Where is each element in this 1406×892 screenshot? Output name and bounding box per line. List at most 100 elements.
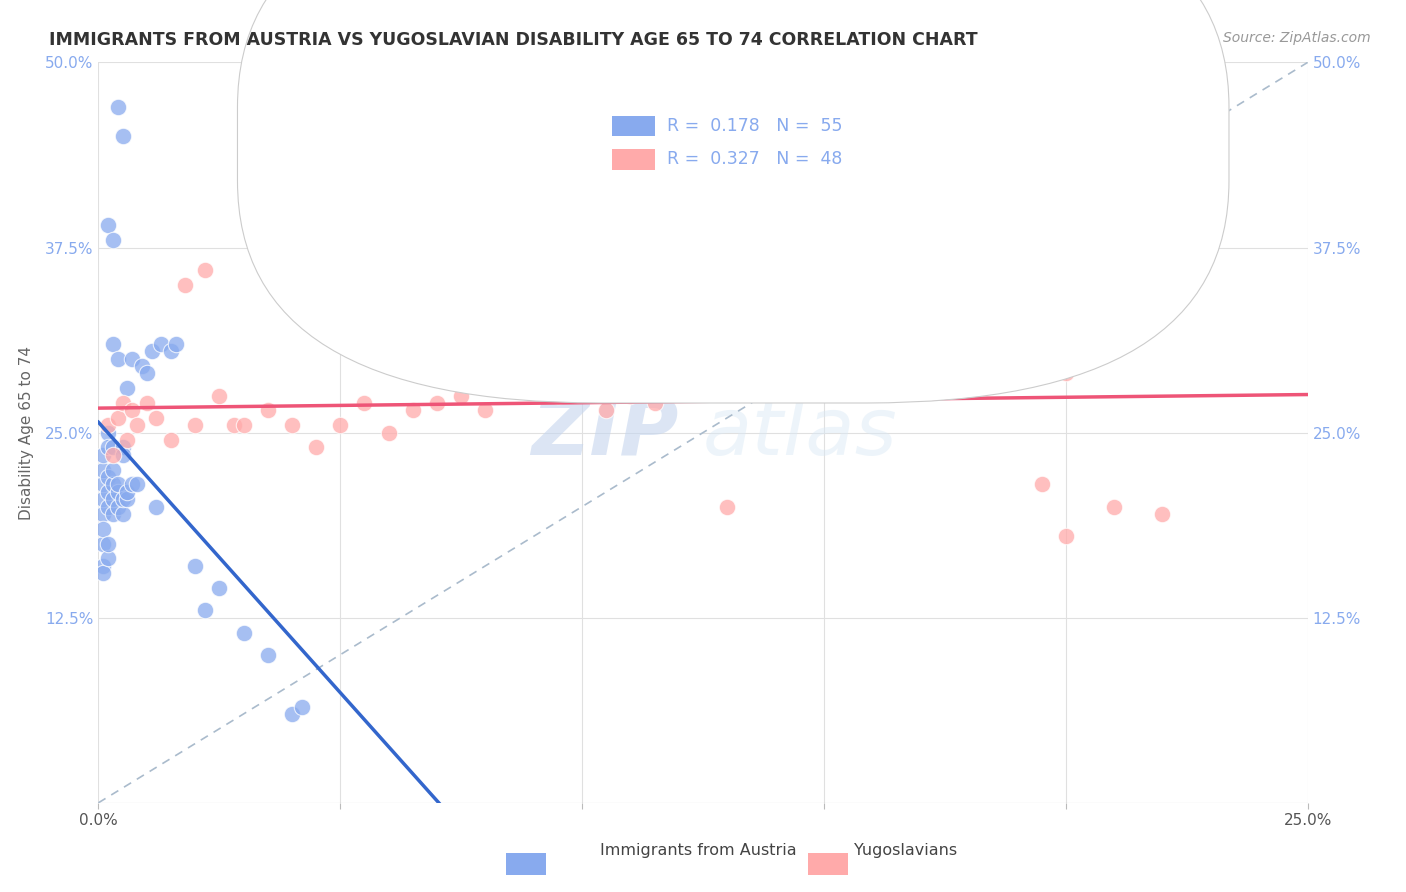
Point xyxy=(222,418,245,433)
Point xyxy=(141,344,163,359)
Point xyxy=(111,129,134,144)
Point xyxy=(160,344,183,359)
Point xyxy=(121,403,143,417)
Point xyxy=(305,441,328,455)
Point xyxy=(1199,159,1222,173)
Point xyxy=(1152,507,1174,521)
Bar xyxy=(613,149,655,169)
Point xyxy=(957,374,980,388)
Point xyxy=(174,277,197,292)
Point xyxy=(121,351,143,366)
Point xyxy=(150,336,173,351)
Point xyxy=(111,492,134,507)
Point xyxy=(91,522,114,536)
Point xyxy=(117,381,139,395)
Point xyxy=(426,396,449,410)
Point xyxy=(91,566,114,581)
Point xyxy=(256,403,278,417)
Point xyxy=(619,388,641,402)
Point xyxy=(101,448,124,462)
Point xyxy=(281,706,304,721)
Point xyxy=(97,500,120,514)
Point xyxy=(131,359,153,373)
Point xyxy=(1007,351,1029,366)
Point xyxy=(111,396,134,410)
Point xyxy=(813,359,835,373)
Point xyxy=(290,699,312,714)
Bar xyxy=(613,116,655,136)
Point xyxy=(184,558,207,573)
Point xyxy=(107,100,129,114)
Point xyxy=(135,396,157,410)
Point xyxy=(91,507,114,521)
Point xyxy=(165,336,187,351)
Text: R =  0.327   N =  48: R = 0.327 N = 48 xyxy=(666,151,842,169)
Point xyxy=(1054,529,1077,543)
Point xyxy=(97,470,120,484)
Point xyxy=(107,410,129,425)
Point xyxy=(208,581,231,595)
FancyBboxPatch shape xyxy=(238,0,1229,403)
Point xyxy=(910,336,932,351)
Point xyxy=(97,441,120,455)
Point xyxy=(184,418,207,433)
Text: Source: ZipAtlas.com: Source: ZipAtlas.com xyxy=(1223,31,1371,45)
Point xyxy=(547,388,569,402)
Point xyxy=(91,462,114,476)
Point xyxy=(111,441,134,455)
Point xyxy=(160,433,183,447)
Point xyxy=(281,418,304,433)
Text: IMMIGRANTS FROM AUSTRIA VS YUGOSLAVIAN DISABILITY AGE 65 TO 74 CORRELATION CHART: IMMIGRANTS FROM AUSTRIA VS YUGOSLAVIAN D… xyxy=(49,31,977,49)
Point xyxy=(716,500,738,514)
Point xyxy=(765,359,787,373)
Point xyxy=(111,448,134,462)
Point xyxy=(91,448,114,462)
Point xyxy=(353,396,375,410)
Point xyxy=(474,403,496,417)
Point xyxy=(117,433,139,447)
Point xyxy=(117,484,139,499)
Text: Immigrants from Austria: Immigrants from Austria xyxy=(600,844,797,858)
Point xyxy=(127,477,149,491)
Y-axis label: Disability Age 65 to 74: Disability Age 65 to 74 xyxy=(18,345,34,520)
Point xyxy=(97,219,120,233)
Text: R =  0.178   N =  55: R = 0.178 N = 55 xyxy=(666,117,842,135)
Point xyxy=(450,388,472,402)
Point xyxy=(860,344,883,359)
Point xyxy=(145,410,167,425)
Point xyxy=(329,418,352,433)
Point xyxy=(107,477,129,491)
Point xyxy=(97,551,120,566)
Point xyxy=(117,492,139,507)
Text: atlas: atlas xyxy=(703,393,898,472)
Point xyxy=(644,396,666,410)
Point xyxy=(1031,477,1053,491)
Point xyxy=(101,507,124,521)
Point xyxy=(402,403,425,417)
Point xyxy=(111,507,134,521)
Point xyxy=(194,603,217,617)
Point xyxy=(97,425,120,440)
Text: ZIP: ZIP xyxy=(531,393,679,472)
Point xyxy=(101,336,124,351)
Point xyxy=(97,418,120,433)
Point xyxy=(97,536,120,550)
Point xyxy=(232,418,254,433)
Point xyxy=(101,441,124,455)
Point xyxy=(101,477,124,491)
Point xyxy=(107,484,129,499)
Point xyxy=(121,477,143,491)
Point xyxy=(91,536,114,550)
Point xyxy=(498,381,520,395)
Point xyxy=(91,492,114,507)
Point xyxy=(716,351,738,366)
Point xyxy=(523,374,546,388)
Point xyxy=(101,462,124,476)
Point xyxy=(668,367,690,381)
Point xyxy=(595,403,617,417)
Point xyxy=(127,418,149,433)
Point xyxy=(1102,500,1125,514)
Point xyxy=(97,484,120,499)
Point xyxy=(91,477,114,491)
Point xyxy=(256,648,278,662)
